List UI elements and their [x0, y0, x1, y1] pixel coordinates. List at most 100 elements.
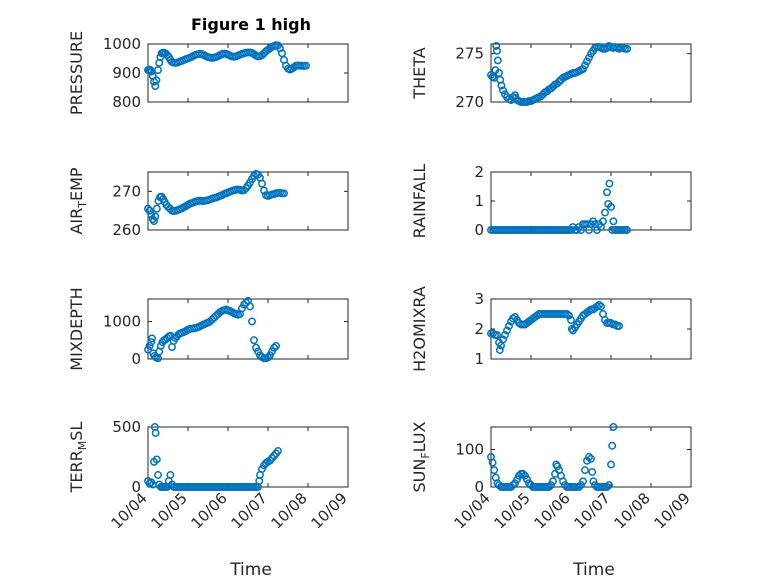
data-point: [553, 462, 562, 471]
data-point: [519, 469, 527, 478]
data-point: [609, 217, 618, 226]
y-tick-label: 1: [474, 350, 484, 368]
y-tick-label: 500: [112, 418, 141, 436]
subplot-theta: 270 275: [455, 41, 692, 111]
data-point: [151, 212, 160, 221]
data-point: [154, 66, 162, 75]
data-point: [147, 210, 156, 219]
data-point: [274, 447, 282, 455]
y-tick-label: 2: [474, 163, 484, 181]
data-point: [623, 226, 631, 234]
data-point: [615, 322, 623, 330]
y-tick-label: 0: [474, 478, 484, 496]
data-point: [607, 460, 615, 469]
data-point: [605, 179, 614, 188]
data-point: [605, 481, 613, 490]
data-point: [280, 189, 288, 198]
data-point: [601, 208, 609, 217]
x-tick-label: 10/07: [228, 489, 271, 532]
data-point: [240, 186, 248, 195]
data-point: [588, 468, 597, 476]
subplot-mixdepth: 0 1000: [103, 296, 349, 368]
data-point: [623, 44, 631, 53]
data-point: [581, 61, 589, 70]
data-point: [260, 186, 268, 195]
data-point: [579, 65, 587, 74]
subplot-pressure: 800 900 1000: [103, 35, 349, 111]
data-point: [579, 477, 587, 486]
y-axis-label-sun_flux: SUNFLUX: [410, 421, 432, 492]
y-tick-label: 275: [455, 45, 484, 63]
data-point: [545, 483, 553, 491]
data-point: [497, 81, 506, 90]
y-tick-label: 2: [474, 320, 484, 338]
y-tick-label: 800: [112, 93, 141, 111]
y-tick-label: 270: [455, 93, 484, 111]
y-tick-label: 1: [474, 192, 484, 210]
data-point: [154, 471, 162, 479]
data-point: [495, 346, 504, 354]
x-axis-label-left: Time: [229, 560, 272, 580]
y-tick-label: 0: [474, 221, 484, 239]
data-point: [607, 202, 615, 211]
data-point: [493, 56, 502, 65]
figure-title: Figure 1 high: [191, 15, 311, 34]
y-tick-label: 3: [474, 290, 484, 308]
data-point: [493, 331, 501, 339]
data-point: [501, 331, 509, 339]
y-tick-label: 900: [112, 64, 141, 82]
data-point: [603, 188, 611, 197]
data-point: [503, 326, 511, 335]
x-tick-label: 10/04: [108, 489, 151, 532]
data-point: [549, 477, 557, 486]
y-axis-label-rainfall: RAINFALL: [410, 164, 429, 239]
data-point: [148, 334, 156, 343]
data-point: [609, 423, 618, 431]
axes-box: [147, 426, 349, 488]
data-point: [567, 316, 575, 324]
data-point: [145, 206, 154, 215]
x-tick-label: 10/06: [531, 489, 574, 532]
data-point: [164, 202, 172, 211]
data-point: [505, 322, 513, 330]
axes-box: [147, 43, 349, 103]
y-axis-label-pressure: PRESSURE: [67, 31, 86, 115]
x-tick-label: 10/05: [491, 489, 534, 532]
subplot-h2omixra: 1 2 3: [474, 290, 692, 368]
x-tick-label: 10/09: [651, 489, 694, 532]
data-point: [537, 92, 545, 101]
data-point: [270, 343, 278, 352]
y-tick-label: 260: [112, 221, 141, 239]
data-point: [258, 179, 266, 188]
subplot-rainfall: 0 1 2: [474, 163, 692, 239]
x-tick-label: 10/08: [268, 489, 311, 532]
data-point: [278, 49, 286, 58]
data-point: [587, 454, 595, 463]
data-point: [583, 57, 591, 66]
data-point: [599, 217, 607, 226]
data-point: [147, 338, 156, 347]
data-point: [565, 311, 573, 320]
data-point: [151, 429, 160, 437]
data-point: [152, 76, 161, 85]
data-point: [597, 302, 605, 311]
data-point: [499, 86, 507, 95]
x-tick-label: 10/06: [188, 489, 231, 532]
data-point: [144, 345, 152, 354]
data-point: [144, 204, 152, 213]
y-tick-label: 0: [131, 350, 141, 368]
data-point: [608, 441, 617, 450]
data-point: [246, 302, 254, 311]
y-axis-label-h2omixra: H2OMIXRA: [410, 286, 429, 372]
data-point: [492, 41, 501, 50]
x-tick-label: 10/08: [611, 489, 654, 532]
subplot-air_temp: 260 270: [112, 169, 349, 239]
x-tick-label: 10/07: [571, 489, 614, 532]
x-tick-label: 10/04: [451, 489, 494, 532]
data-point: [499, 335, 507, 344]
data-point: [152, 455, 161, 464]
y-tick-label: 270: [112, 182, 141, 200]
data-point: [509, 481, 517, 490]
